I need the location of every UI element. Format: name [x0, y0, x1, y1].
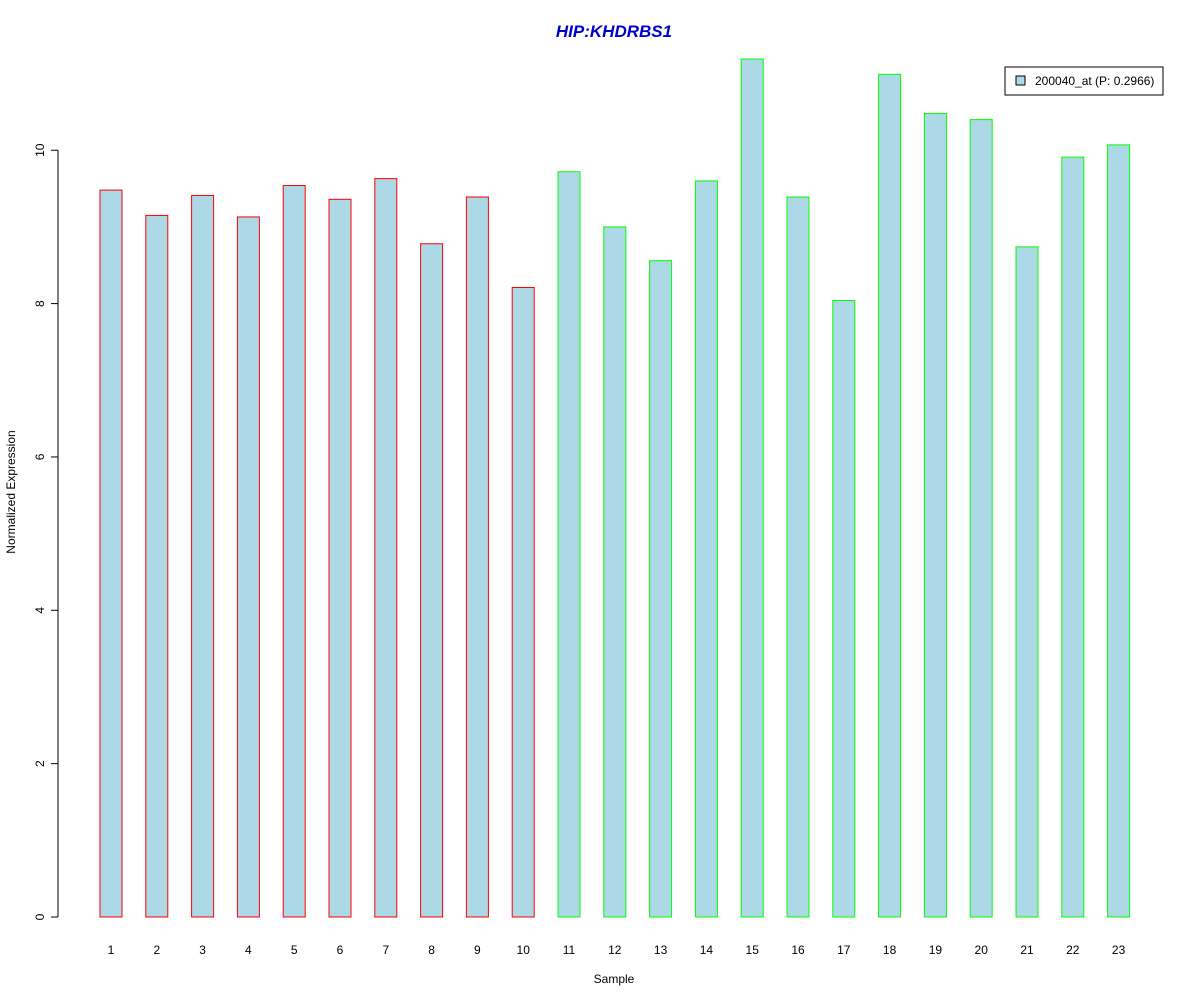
- bar-sample-6: [328, 198, 352, 918]
- y-tick-label: 4: [33, 607, 47, 614]
- bar-sample-9: [465, 196, 489, 918]
- x-tick-label: 12: [608, 943, 622, 957]
- x-tick-label: 13: [654, 943, 668, 957]
- bar-sample-5: [282, 185, 306, 918]
- bar-sample-22: [1061, 156, 1085, 918]
- x-tick-label: 18: [883, 943, 897, 957]
- x-tick-label: 1: [108, 943, 115, 957]
- x-tick-label: 22: [1066, 943, 1080, 957]
- x-tick-label: 9: [474, 943, 481, 957]
- bar-sample-18: [878, 73, 902, 918]
- x-tick-label: 16: [791, 943, 805, 957]
- y-tick-label: 6: [33, 453, 47, 460]
- bar-sample-7: [374, 178, 398, 918]
- bar-sample-4: [236, 216, 260, 918]
- legend-swatch: [1015, 75, 1026, 86]
- bar-sample-11: [557, 171, 581, 918]
- x-tick-label: 5: [291, 943, 298, 957]
- bar-sample-23: [1107, 144, 1131, 918]
- legend-label: 200040_at (P: 0.2966): [1035, 74, 1154, 88]
- x-tick-label: 14: [700, 943, 714, 957]
- x-tick-label: 21: [1020, 943, 1034, 957]
- x-tick-label: 19: [929, 943, 943, 957]
- bar-sample-8: [420, 243, 444, 918]
- chart-title: HIP:KHDRBS1: [556, 22, 672, 41]
- bar-sample-17: [832, 300, 856, 918]
- bar-sample-10: [511, 286, 535, 918]
- bars-group: [99, 58, 1131, 918]
- bar-sample-3: [191, 194, 215, 918]
- x-tick-label: 4: [245, 943, 252, 957]
- x-axis-label: Sample: [594, 972, 635, 986]
- bar-sample-21: [1015, 246, 1039, 918]
- x-tick-label: 10: [517, 943, 531, 957]
- x-tick-labels: 1 2 3 4 5 6 7 8 9 10 11 12 13 14 15 16 17 18 19 20 21 22 23: [108, 943, 1126, 957]
- x-tick-label: 15: [746, 943, 760, 957]
- bar-sample-15: [740, 58, 764, 918]
- x-tick-label: 7: [382, 943, 389, 957]
- x-tick-label: 11: [563, 943, 576, 957]
- bar-sample-20: [969, 119, 993, 918]
- legend: 200040_at (P: 0.2966): [1004, 66, 1164, 96]
- x-tick-label: 2: [153, 943, 160, 957]
- y-axis: 0 2 4 6 8 10: [33, 143, 59, 920]
- x-tick-label: 17: [837, 943, 851, 957]
- x-tick-label: 23: [1112, 943, 1126, 957]
- y-tick-label: 8: [33, 300, 47, 307]
- y-axis-label: Normalized Expression: [4, 430, 18, 553]
- bar-sample-16: [786, 196, 810, 918]
- x-tick-label: 3: [199, 943, 206, 957]
- bar-sample-1: [99, 189, 123, 918]
- bar-sample-19: [923, 112, 947, 918]
- y-tick-label: 0: [33, 913, 47, 920]
- y-tick-label: 10: [33, 143, 47, 157]
- bar-sample-12: [603, 226, 627, 918]
- y-tick-label: 2: [33, 760, 47, 767]
- bar-sample-13: [649, 260, 673, 918]
- bar-sample-14: [694, 180, 718, 918]
- x-tick-label: 20: [975, 943, 989, 957]
- legend-box: [1004, 66, 1164, 96]
- bar-sample-2: [145, 214, 169, 918]
- x-tick-label: 6: [337, 943, 344, 957]
- x-tick-label: 8: [428, 943, 435, 957]
